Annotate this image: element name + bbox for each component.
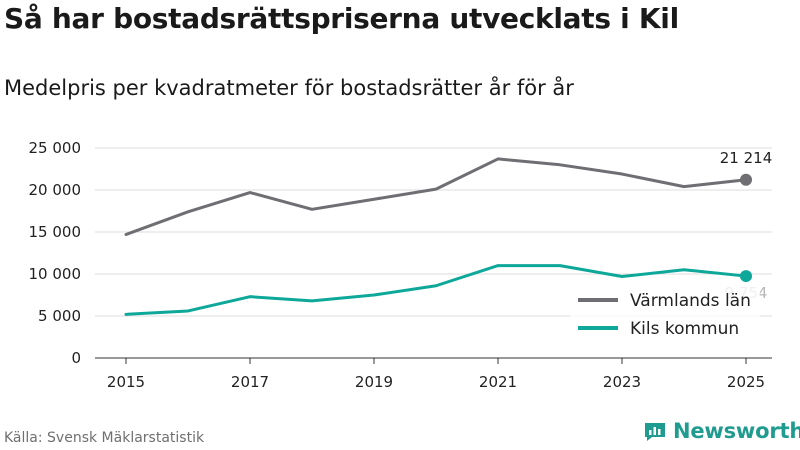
chart-subtitle: Medelpris per kvadratmeter för bostadsrä… — [4, 76, 574, 100]
series-line — [124, 157, 748, 237]
x-tick-label: 2017 — [231, 373, 269, 391]
legend-box — [570, 284, 760, 340]
chart-title: Så har bostadsrättspriserna utvecklats i… — [4, 2, 679, 35]
y-tick-label: 25 000 — [29, 139, 82, 157]
end-point — [740, 270, 752, 283]
y-tick-label: 5 000 — [38, 307, 81, 325]
brand-logo: Newsworthy — [643, 419, 800, 443]
x-tick-label: 2023 — [603, 373, 641, 391]
x-tick-label: 2019 — [355, 373, 393, 391]
legend-label: Värmlands län — [630, 291, 751, 311]
y-tick-label: 15 000 — [29, 223, 82, 241]
x-tick-label: 2015 — [107, 373, 145, 391]
y-tick-label: 0 — [71, 349, 81, 367]
y-tick-label: 10 000 — [29, 265, 82, 283]
end-value-label: 21 214 — [720, 149, 773, 167]
end-point — [740, 173, 752, 186]
x-tick-label: 2021 — [479, 373, 517, 391]
brand-name: Newsworthy — [673, 419, 800, 443]
x-tick-label: 2025 — [727, 373, 765, 391]
series-line — [124, 264, 748, 316]
newsworthy-logo-icon — [645, 423, 665, 441]
y-tick-label: 20 000 — [29, 181, 82, 199]
legend-label: Kils kommun — [630, 319, 739, 339]
source-note: Källa: Svensk Mäklarstatistik — [4, 430, 205, 446]
